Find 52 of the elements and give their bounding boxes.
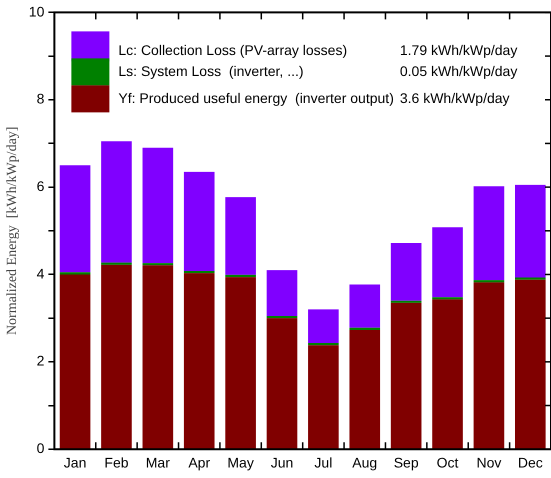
x-tick-label: Feb [104, 454, 129, 470]
y-tick-label: 6 [36, 178, 45, 194]
bar [308, 309, 339, 344]
x-tick-label: May [227, 454, 254, 470]
x-tick-label: Sep [394, 454, 419, 470]
bar [514, 280, 546, 448]
y-tick-label: 2 [36, 352, 45, 369]
annotation: 3.6 kWh/kWp/day [400, 90, 510, 106]
bar [266, 316, 298, 318]
bar [225, 274, 256, 278]
bar [60, 274, 90, 448]
bar [390, 243, 422, 301]
bar [474, 186, 504, 280]
y-tick-label: 10 [28, 3, 45, 20]
bar [184, 273, 215, 448]
bar [60, 165, 90, 272]
x-tick-label: Jun [270, 454, 294, 470]
bar [390, 302, 422, 448]
x-tick-label: Mar [146, 454, 170, 470]
y-tick-label: 8 [36, 90, 45, 107]
bar [142, 265, 174, 448]
bar [349, 330, 380, 448]
legend-label: Lc: Collection Loss (PV-array losses) [118, 42, 348, 58]
x-tick-label: Nov [476, 454, 502, 470]
x-tick-label: Aug [352, 454, 378, 470]
x-tick-label: Jul [314, 454, 332, 470]
y-axis-title: Normalized Energy [kWh/kWp/day] [5, 126, 20, 336]
bar [225, 277, 256, 448]
x-tick-label: Oct [436, 454, 459, 470]
annotation: 1.79 kWh/kWp/day [400, 42, 518, 58]
bar [184, 172, 215, 271]
x-tick-label: Dec [518, 454, 543, 470]
bar [266, 318, 298, 448]
y-tick-label: 4 [36, 265, 45, 282]
bar [101, 141, 132, 263]
bar [266, 270, 298, 316]
bar [142, 148, 174, 264]
bar [514, 184, 546, 278]
annotation: 0.05 kWh/kWp/day [400, 62, 518, 79]
bar [432, 227, 463, 298]
x-tick-label: Jan [64, 454, 86, 470]
bar [184, 270, 215, 274]
bar [474, 282, 504, 448]
legend-label: Ls: System Loss (inverter, ...) [118, 62, 304, 79]
bar [225, 197, 256, 275]
bar [432, 299, 463, 448]
y-tick-label: 0 [36, 440, 45, 456]
x-tick-label: Apr [188, 454, 210, 470]
legend-label: Yf: Produced useful energy (inverter output) [118, 90, 394, 106]
bar [308, 345, 339, 448]
bar [349, 284, 380, 328]
bar [101, 264, 132, 448]
